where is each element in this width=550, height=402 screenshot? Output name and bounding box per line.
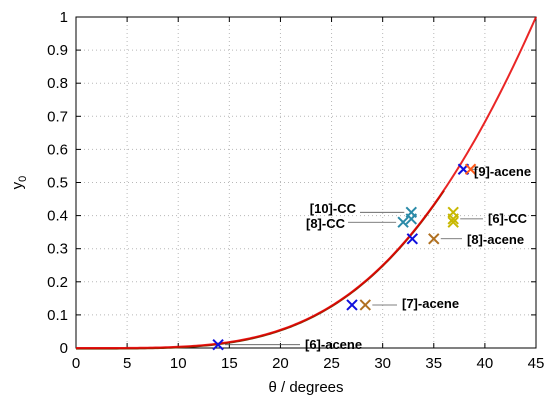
y-tick-label: 0.1 (47, 307, 68, 324)
y-tick-label: 0.6 (47, 141, 68, 158)
x-tick-label: 25 (323, 355, 340, 372)
annotation-label: [9]-acene (474, 164, 531, 179)
y-axis-label: y0 (9, 176, 29, 190)
data-point (346, 299, 358, 311)
x-tick-label: 40 (477, 355, 494, 372)
x-tick-label: 35 (425, 355, 442, 372)
data-point (447, 206, 459, 218)
data-point (464, 163, 477, 175)
annotation-label: [10]-CC (310, 201, 357, 216)
ticks: 0 5 10 15 20 25 30 35 40 45 0 0.1 0.2 0.3 0.4 0.5 0.6 0.7… (47, 9, 544, 372)
y-tick-label: 1 (60, 9, 68, 26)
data-point (397, 216, 409, 228)
y-tick-label: 0 (60, 340, 68, 357)
annotation-leaders (225, 168, 483, 346)
y-tick-label: 0.2 (47, 274, 68, 291)
data-point (359, 299, 371, 311)
data-points (212, 163, 477, 351)
data-point (405, 206, 417, 218)
y-tick-label: 0.3 (47, 241, 68, 258)
curve-shadow (76, 189, 445, 350)
x-tick-label: 20 (272, 355, 289, 372)
x-axis-label: θ / degrees (268, 379, 343, 396)
annotations: [6]-acene [7]-acene [8]-acene [9]-acene [6]-… (305, 164, 531, 352)
y-tick-label: 0.9 (47, 42, 68, 59)
x-tick-label: 30 (374, 355, 391, 372)
data-point (428, 233, 440, 245)
y-tick-label: 0.4 (47, 208, 68, 225)
x-tick-label: 10 (170, 355, 187, 372)
annotation-label: [6]-CC (488, 211, 528, 226)
annotation-label: [7]-acene (402, 296, 459, 311)
data-point (406, 233, 419, 245)
annotation-label: [6]-acene (305, 337, 362, 352)
y-tick-label: 0.7 (47, 108, 68, 125)
x-tick-label: 45 (528, 355, 545, 372)
annotation-label: [8]-acene (467, 232, 524, 247)
y-tick-label: 0.8 (47, 75, 68, 92)
x-tick-label: 0 (72, 355, 80, 372)
grid (76, 17, 536, 348)
y-tick-label: 0.5 (47, 175, 68, 192)
x-tick-label: 15 (221, 355, 238, 372)
x-tick-label: 5 (123, 355, 131, 372)
annotation-label: [8]-CC (306, 216, 346, 231)
data-point (212, 338, 224, 351)
data-point (447, 216, 459, 228)
